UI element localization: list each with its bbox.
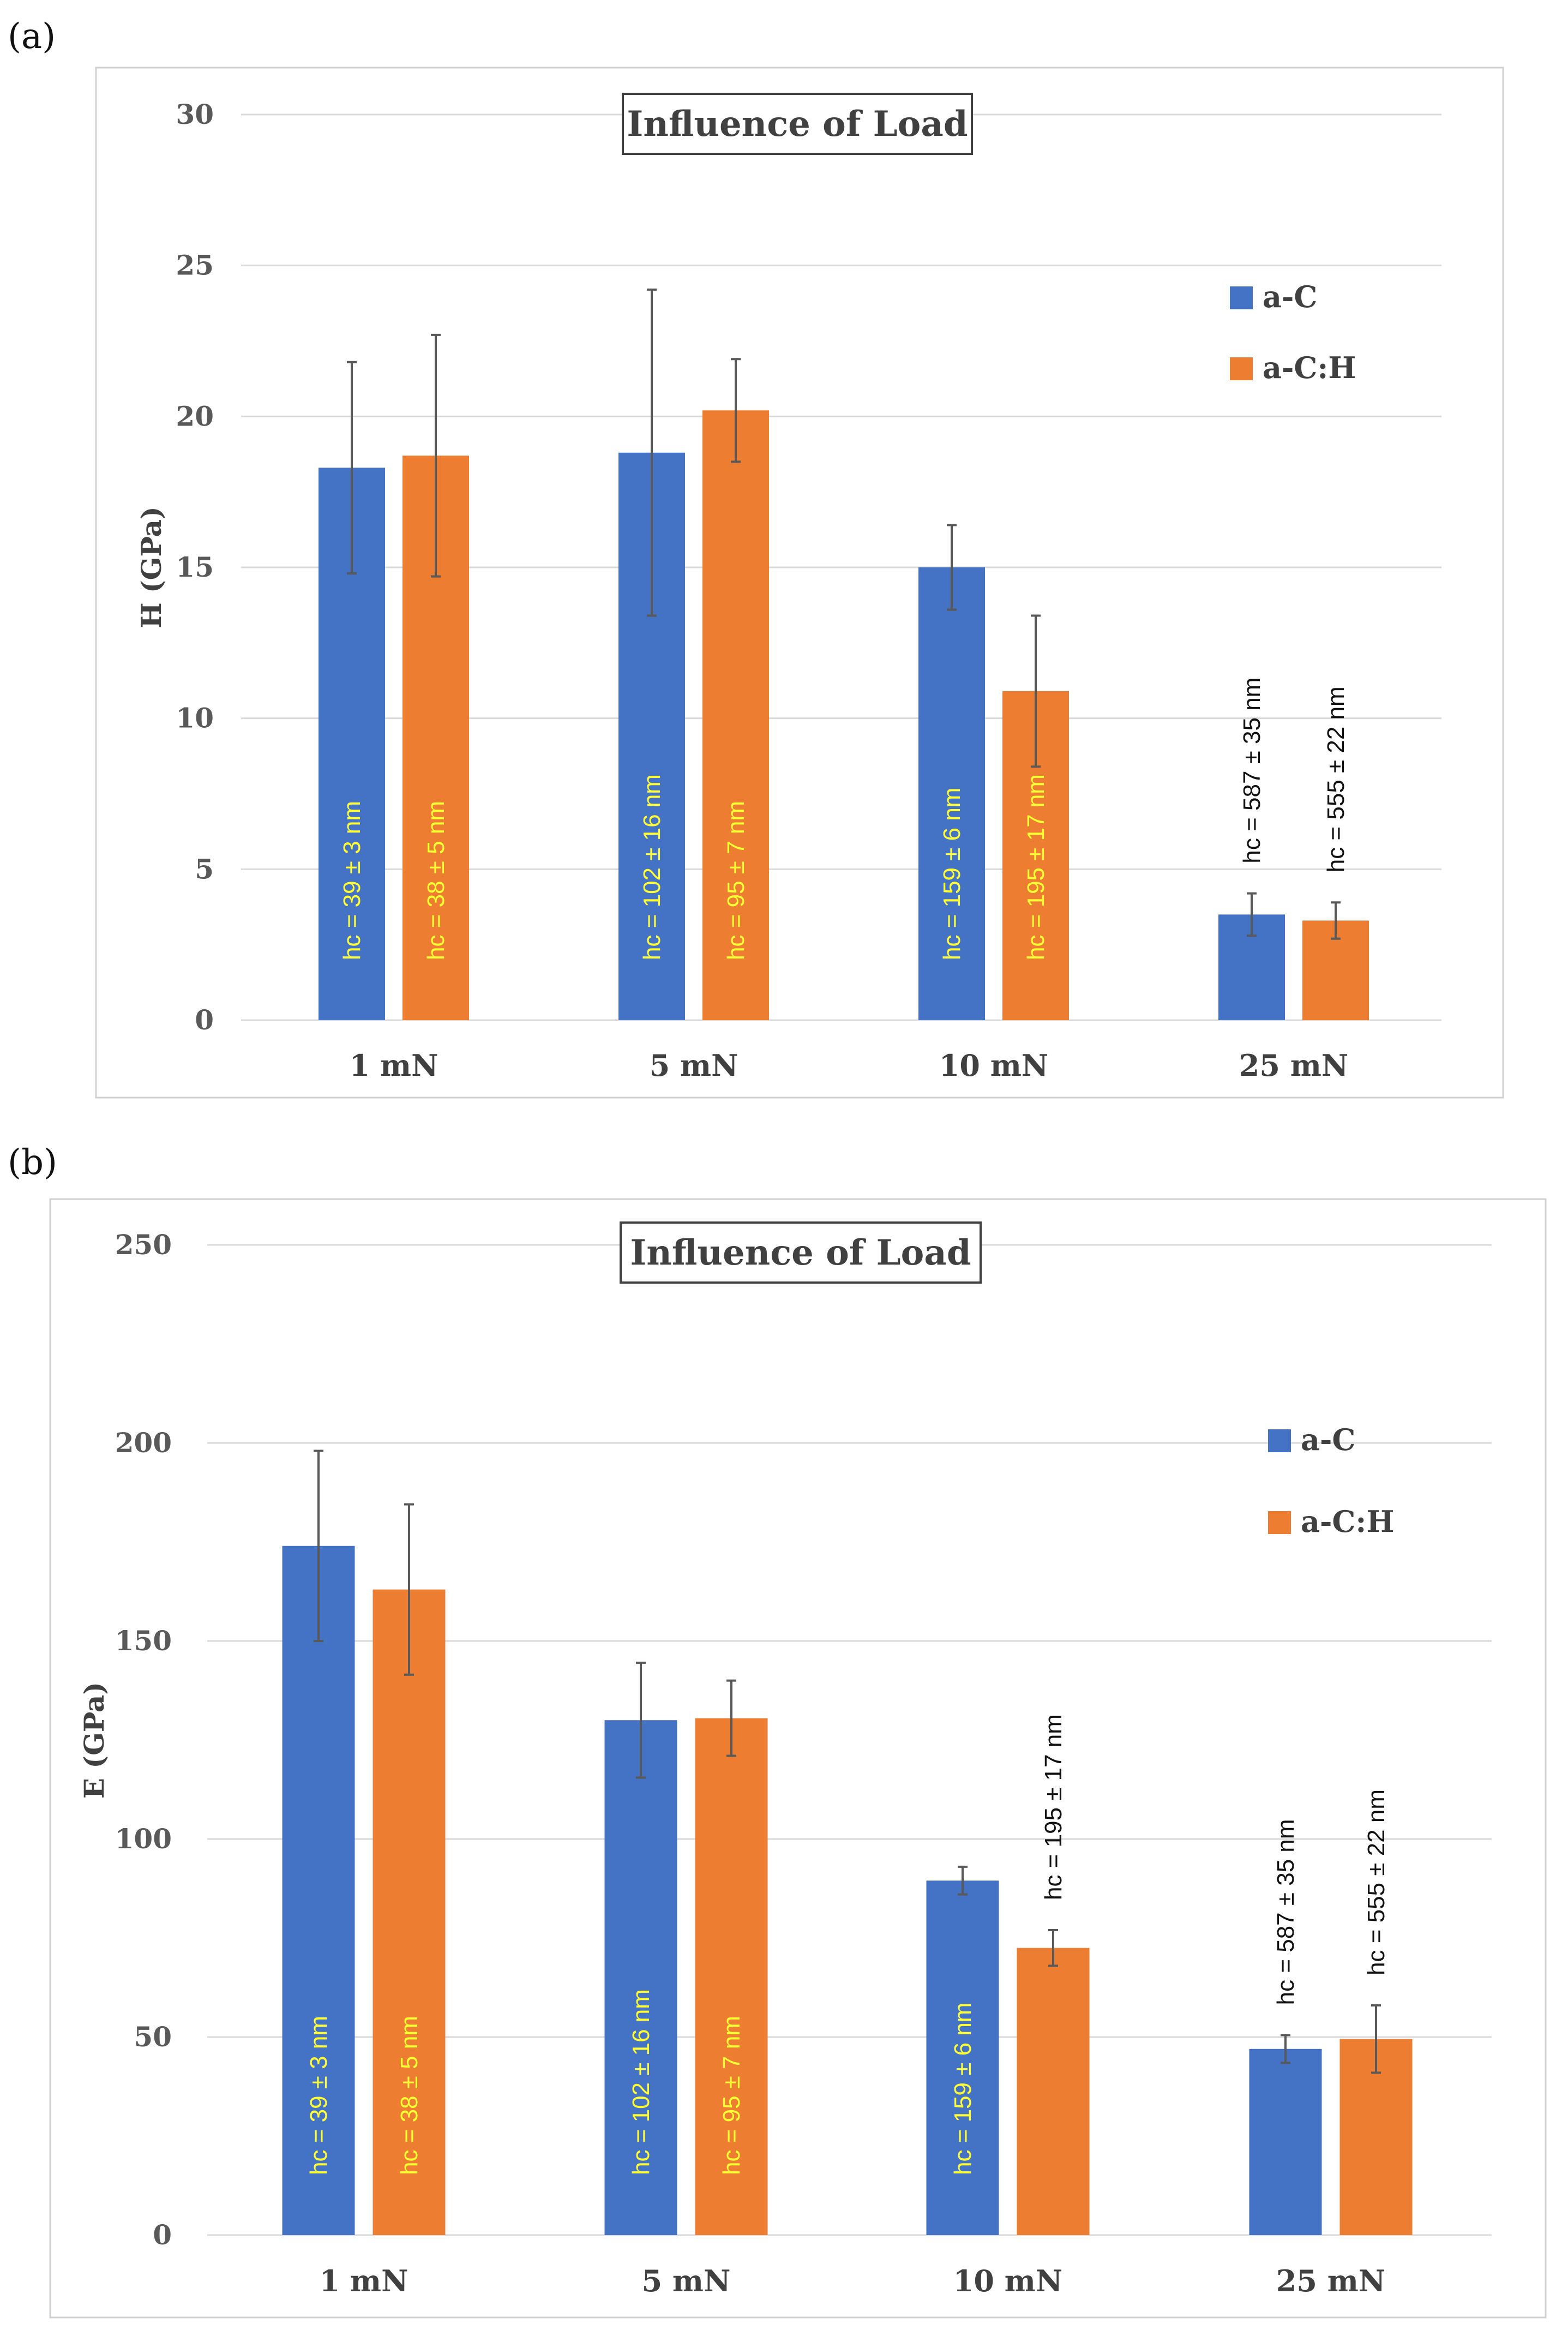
bar-hc-label: hc = 39 ± 3 nm xyxy=(305,2016,332,2175)
legend-label: a-C:H xyxy=(1263,350,1356,385)
legend-label: a-C:H xyxy=(1301,1504,1394,1539)
bar-hc-label: hc = 102 ± 16 nm xyxy=(628,1989,654,2175)
bar-hc-label: hc = 39 ± 3 nm xyxy=(339,801,365,960)
chart-panel-b: (b) 0 50 100 150 200 250 E (GPa) hc = 39 ± 3 nm h… xyxy=(8,1142,1547,2319)
x-category-label: 10 mN xyxy=(953,2263,1062,2298)
chart-panel-a: (a) 0 5 10 15 20 25 30 H (GPa) hc = 39 ± 3 nm hc =… xyxy=(8,16,1504,1099)
panel-label: (b) xyxy=(8,1142,57,1183)
legend-swatch xyxy=(1268,1429,1291,1452)
x-category-label: 25 mN xyxy=(1239,1048,1348,1083)
bar-hc-label: hc = 159 ± 6 nm xyxy=(950,2003,976,2175)
x-category-label: 5 mN xyxy=(642,2263,731,2298)
legend-label: a-C xyxy=(1301,1422,1355,1457)
y-tick-label: 25 xyxy=(176,249,214,281)
bar-a-c-h-10mn xyxy=(1017,1948,1090,2235)
y-tick-label: 50 xyxy=(134,2021,172,2053)
chart-frame xyxy=(95,67,1504,1099)
bar-a-c-25mn xyxy=(1249,2049,1322,2235)
legend-swatch xyxy=(1230,286,1253,309)
bar-hc-label: hc = 587 ± 35 nm xyxy=(1272,1819,1299,2005)
legend-swatch xyxy=(1268,1511,1291,1534)
x-category-label: 1 mN xyxy=(350,1048,438,1083)
chart-title: Influence of Load xyxy=(630,1232,971,1273)
bar-hc-label: hc = 38 ± 5 nm xyxy=(423,801,449,960)
bar-hc-label: hc = 555 ± 22 nm xyxy=(1323,686,1349,872)
bar-hc-label: hc = 195 ± 17 nm xyxy=(1040,1714,1067,1900)
bar-hc-label: hc = 587 ± 35 nm xyxy=(1239,678,1265,864)
y-tick-label: 150 xyxy=(115,1625,172,1657)
x-category-label: 1 mN xyxy=(320,2263,408,2298)
bar-a-c-h-5mn xyxy=(702,410,769,1021)
y-axis-label: E (GPa) xyxy=(78,1682,110,1799)
legend-label: a-C xyxy=(1263,279,1317,314)
y-tick-label: 200 xyxy=(115,1427,172,1459)
x-category-label: 25 mN xyxy=(1276,2263,1385,2298)
y-tick-label: 30 xyxy=(176,98,214,130)
bar-a-c-10mn xyxy=(926,1880,999,2235)
panel-label: (a) xyxy=(8,16,56,57)
x-category-label: 5 mN xyxy=(650,1048,738,1083)
y-tick-label: 100 xyxy=(115,1823,172,1855)
y-tick-label: 5 xyxy=(195,853,214,885)
chart-title-box xyxy=(620,1221,982,1284)
x-category-label: 10 mN xyxy=(939,1048,1048,1083)
y-tick-label: 0 xyxy=(153,2219,172,2251)
bar-hc-label: hc = 38 ± 5 nm xyxy=(396,2016,423,2175)
bar-a-c-10mn xyxy=(918,567,985,1020)
chart-title: Influence of Load xyxy=(627,104,968,145)
bar-hc-label: hc = 95 ± 7 nm xyxy=(723,801,749,960)
chart-title-box xyxy=(622,93,973,155)
bar-a-c-5mn xyxy=(604,1720,677,2235)
bar-a-c-h-1mn xyxy=(373,1589,446,2235)
y-tick-label: 250 xyxy=(115,1229,172,1261)
y-tick-label: 10 xyxy=(176,702,214,734)
bar-a-c-1mn xyxy=(282,1546,355,2235)
bar-hc-label: hc = 555 ± 22 nm xyxy=(1363,1789,1390,1975)
bar-hc-label: hc = 95 ± 7 nm xyxy=(718,2016,745,2175)
bar-a-c-h-5mn xyxy=(695,1718,768,2235)
bar-hc-label: hc = 195 ± 17 nm xyxy=(1023,774,1049,960)
bar-hc-label: hc = 102 ± 16 nm xyxy=(639,774,665,960)
bar-hc-label: hc = 159 ± 6 nm xyxy=(939,788,965,960)
y-tick-label: 15 xyxy=(176,551,214,583)
y-tick-label: 0 xyxy=(195,1004,214,1036)
y-tick-label: 20 xyxy=(176,400,214,432)
legend-swatch xyxy=(1230,357,1253,380)
y-axis-label: H (GPa) xyxy=(135,506,167,628)
